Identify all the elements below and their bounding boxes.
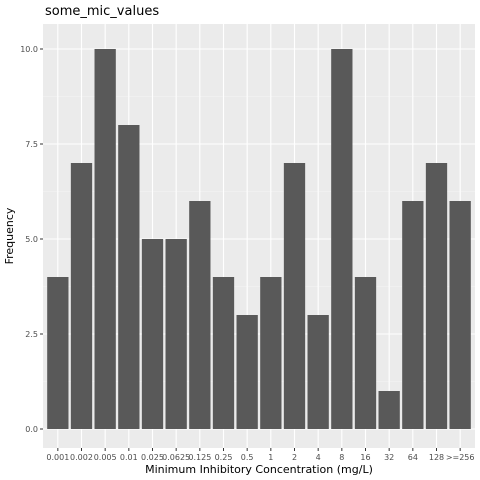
x-tick-label: 8 — [339, 453, 344, 462]
bar-0.0625 — [165, 239, 187, 429]
bar-128 — [425, 163, 448, 429]
x-tick-label: 1 — [268, 453, 273, 462]
y-axis: 0.0 2.5 5.0 7.5 10.0 — [20, 45, 43, 434]
bar-0.001 — [47, 277, 69, 429]
bar-64 — [402, 201, 424, 429]
x-tick-label: 0.001 — [46, 453, 69, 462]
y-tick-label: 0.0 — [25, 425, 38, 434]
chart-title: some_mic_values — [45, 4, 159, 19]
y-tick-label: 5.0 — [25, 235, 38, 244]
x-tick-label: 0.01 — [120, 453, 138, 462]
x-tick-label: 32 — [384, 453, 394, 462]
x-tick-label: 0.005 — [94, 453, 117, 462]
x-tick-label: 128 — [429, 453, 444, 462]
bars-group — [47, 49, 471, 429]
x-axis-title: Minimum Inhibitory Concentration (mg/L) — [145, 463, 373, 476]
bar->=256 — [449, 201, 471, 429]
bar-32 — [378, 391, 400, 429]
y-tick-label: 10.0 — [20, 45, 38, 54]
bar-1 — [260, 277, 282, 429]
x-tick-label: 0.025 — [141, 453, 164, 462]
x-tick-label: 64 — [408, 453, 418, 462]
bar-0.002 — [70, 163, 93, 429]
bar-0.25 — [212, 277, 235, 429]
y-axis-title: Frequency — [3, 207, 16, 264]
y-tick-label: 2.5 — [25, 330, 38, 339]
x-tick-label: 0.125 — [188, 453, 211, 462]
bar-0.005 — [94, 49, 116, 429]
bar-8 — [331, 49, 353, 429]
bar-0.125 — [189, 201, 211, 429]
x-tick-label: 2 — [292, 453, 297, 462]
x-tick-label: 0.0625 — [162, 453, 190, 462]
y-tick-label: 7.5 — [25, 140, 38, 149]
x-tick-label: >=256 — [446, 453, 475, 462]
bar-0.01 — [118, 125, 140, 429]
x-tick-label: 0.5 — [241, 453, 254, 462]
bar-4 — [307, 315, 329, 429]
x-tick-label: 0.002 — [70, 453, 93, 462]
x-tick-label: 16 — [360, 453, 370, 462]
bar-2 — [283, 163, 306, 429]
x-tick-label: 4 — [316, 453, 321, 462]
bar-0.5 — [236, 315, 258, 429]
bar-16 — [354, 277, 377, 429]
bar-0.025 — [141, 239, 164, 429]
x-tick-label: 0.25 — [215, 453, 233, 462]
